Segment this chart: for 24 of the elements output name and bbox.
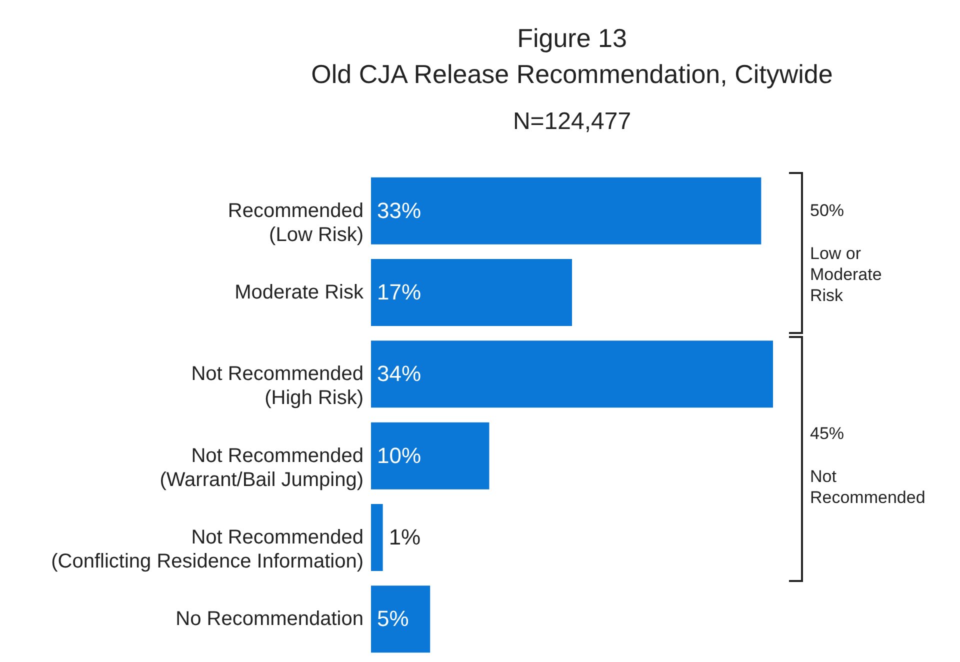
data-label: 17% <box>377 280 422 304</box>
data-label: 34% <box>377 361 422 386</box>
y-tick-label: Moderate Risk <box>234 282 364 304</box>
y-tick-label: Recommended (Low Risk) <box>228 200 364 246</box>
data-label: 33% <box>377 198 422 223</box>
bar <box>371 340 773 408</box>
bar <box>371 259 572 326</box>
y-tick-label: No Recommendation <box>176 608 364 630</box>
y-tick-label: Not Recommended (High Risk) <box>191 363 364 410</box>
data-label: 5% <box>377 606 409 632</box>
chart-title: Figure 13 Old CJA Release Recommendation, Citywide <box>311 23 833 89</box>
chart-subtitle: N=124,477 <box>512 108 632 135</box>
bar <box>371 422 490 490</box>
bar <box>371 586 430 653</box>
text: 45% <box>810 423 844 444</box>
text: Low or Moderate Risk <box>810 243 882 306</box>
text: Not Recommended <box>810 466 926 508</box>
bar <box>371 504 383 571</box>
text: 50% <box>810 200 844 221</box>
data-label: 1% <box>388 524 421 550</box>
y-tick-label: Not Recommended (Conflicting Residence Information) <box>51 526 364 572</box>
bar <box>371 177 762 244</box>
data-label: 10% <box>377 442 422 468</box>
y-tick-label: Not Recommended (Warrant/Bail Jumping) <box>160 444 364 491</box>
